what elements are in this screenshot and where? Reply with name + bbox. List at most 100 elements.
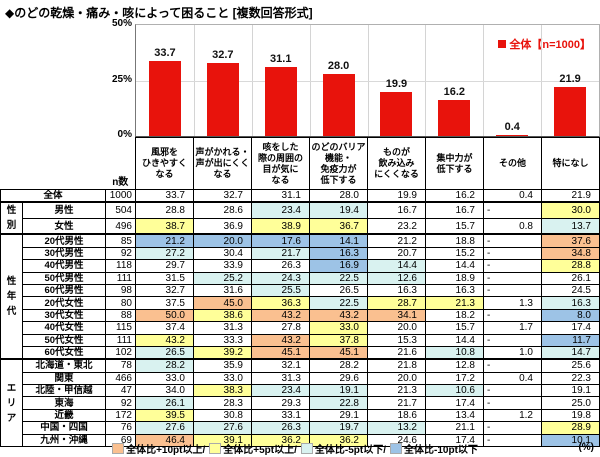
category-column-header: 特になし <box>541 137 600 190</box>
value-cell: 26.3 <box>251 421 310 435</box>
value-cell: 25.0 <box>541 396 600 410</box>
value-cell: 24.5 <box>541 283 600 298</box>
y-axis-tick-label: 50% <box>111 18 132 29</box>
value-cell: 43.2 <box>135 333 194 347</box>
value-cell: 28.0 <box>309 189 368 203</box>
value-cell: 10.8 <box>425 345 484 360</box>
value-cell: 38.9 <box>251 217 310 235</box>
footer-legend-item: 全体比-5pt以下 <box>314 445 384 456</box>
value-cell: 28.6 <box>193 201 252 219</box>
n-cell: 78 <box>105 358 136 373</box>
table-row: 20代女性 80 37.5 45.0 36.3 22.5 28.7 21.3 1.3 16.3 <box>1 296 600 310</box>
row-label: 男性 <box>22 201 106 219</box>
value-cell: 26.5 <box>309 283 368 298</box>
n-cell: 92 <box>105 396 136 410</box>
value-cell: - <box>483 246 542 261</box>
value-cell: 19.1 <box>309 384 368 398</box>
value-cell: 33.3 <box>193 333 252 347</box>
value-cell: 18.8 <box>425 233 484 248</box>
percent-unit-label: (%) <box>578 442 594 453</box>
value-cell: 14.4 <box>425 333 484 347</box>
value-cell: - <box>483 333 542 347</box>
value-cell: 15.7 <box>425 321 484 335</box>
n-cell: 111 <box>105 333 136 347</box>
value-cell: 43.2 <box>251 308 310 323</box>
row-label: 60代女性 <box>22 345 106 360</box>
bar <box>264 67 297 136</box>
header-corner <box>0 137 106 190</box>
row-label: 40代女性 <box>22 321 106 335</box>
value-cell: 15.7 <box>425 217 484 235</box>
value-cell: 1.0 <box>483 345 542 360</box>
value-cell: 37.8 <box>309 333 368 347</box>
bar-value-label: 16.2 <box>443 86 466 98</box>
value-cell: 1.2 <box>483 408 542 423</box>
value-cell: 30.4 <box>193 246 252 261</box>
category-column-header: 風邪を ひきやすく なる <box>135 137 194 190</box>
value-cell: 23.4 <box>251 201 310 219</box>
value-cell: 14.4 <box>367 259 426 273</box>
footer-legend-item: 全体比-10pt以下 <box>404 445 478 456</box>
value-cell: 29.1 <box>309 408 368 423</box>
value-cell: 21.9 <box>541 189 600 203</box>
value-cell: 16.7 <box>367 201 426 219</box>
value-cell: 21.2 <box>367 233 426 248</box>
value-cell: 33.1 <box>251 408 310 423</box>
value-cell: 19.7 <box>309 421 368 435</box>
legend-separator: / <box>202 445 206 456</box>
value-cell: 19.1 <box>541 384 600 398</box>
value-cell: 20.0 <box>367 321 426 335</box>
n-cell: 102 <box>105 345 136 360</box>
value-cell: 21.7 <box>367 396 426 410</box>
value-cell: 12.6 <box>367 271 426 285</box>
table-row: 中国・四国 76 27.6 27.6 26.3 19.7 13.2 21.1-28.9 <box>1 421 600 435</box>
value-cell: 13.7 <box>541 217 600 235</box>
legend-color-swatch-icon <box>390 443 403 454</box>
row-group-label: 性 年 代 <box>0 233 23 360</box>
row-label: 近畿 <box>22 408 106 423</box>
value-cell: - <box>483 308 542 323</box>
value-cell: 38.6 <box>193 308 252 323</box>
value-cell: 16.7 <box>425 201 484 219</box>
value-cell: 22.5 <box>309 271 368 285</box>
row-label: 50代女性 <box>22 333 106 347</box>
value-cell: 22.5 <box>309 296 368 310</box>
value-cell: 29.6 <box>309 371 368 386</box>
value-cell: 26.1 <box>541 271 600 285</box>
table-row: 40代女性 115 37.4 31.3 27.8 33.0 20.0 15.7 1.7 17.4 <box>1 321 600 335</box>
value-cell: 26.3 <box>251 259 310 273</box>
legend-color-swatch-icon <box>300 443 313 454</box>
value-cell: 21.1 <box>425 421 484 435</box>
value-cell: 25.2 <box>193 271 252 285</box>
n-cell: 88 <box>105 308 136 323</box>
table-row: 60代男性 98 32.7 31.6 25.5 26.5 16.3 16.3-24.5 <box>1 283 600 298</box>
value-cell: 28.2 <box>135 358 194 373</box>
row-label: 関東 <box>22 371 106 386</box>
value-cell: 36.3 <box>251 296 310 310</box>
row-label: 60代男性 <box>22 283 106 298</box>
table-row: 30代男性 92 27.2 30.4 21.7 16.3 20.7 15.2-34.8 <box>1 246 600 261</box>
legend-separator: / <box>383 445 387 456</box>
category-column-header: その他 <box>483 137 542 190</box>
value-cell: 38.7 <box>135 217 194 235</box>
row-label: 30代男性 <box>22 246 106 261</box>
value-cell: 25.5 <box>251 283 310 298</box>
n-column-header: n数 <box>105 137 136 190</box>
legend-label: 全体【n=1000】 <box>509 39 591 51</box>
value-cell: 32.7 <box>135 283 194 298</box>
n-cell: 118 <box>105 259 136 273</box>
value-cell: 13.4 <box>425 408 484 423</box>
category-column-header: 集中力が 低下する <box>425 137 484 190</box>
value-cell: 20.0 <box>367 371 426 386</box>
n-cell: 47 <box>105 384 136 398</box>
value-cell: - <box>483 421 542 435</box>
value-cell: 17.4 <box>425 433 484 448</box>
value-cell: - <box>483 271 542 285</box>
value-cell: 0.4 <box>483 189 542 203</box>
value-cell: 21.2 <box>135 233 194 248</box>
value-cell: 26.5 <box>135 345 194 360</box>
footer-legend-item: 全体比+5pt以上 <box>223 445 295 456</box>
value-cell: - <box>483 358 542 373</box>
n-cell: 111 <box>105 271 136 285</box>
value-cell: 32.1 <box>251 358 310 373</box>
